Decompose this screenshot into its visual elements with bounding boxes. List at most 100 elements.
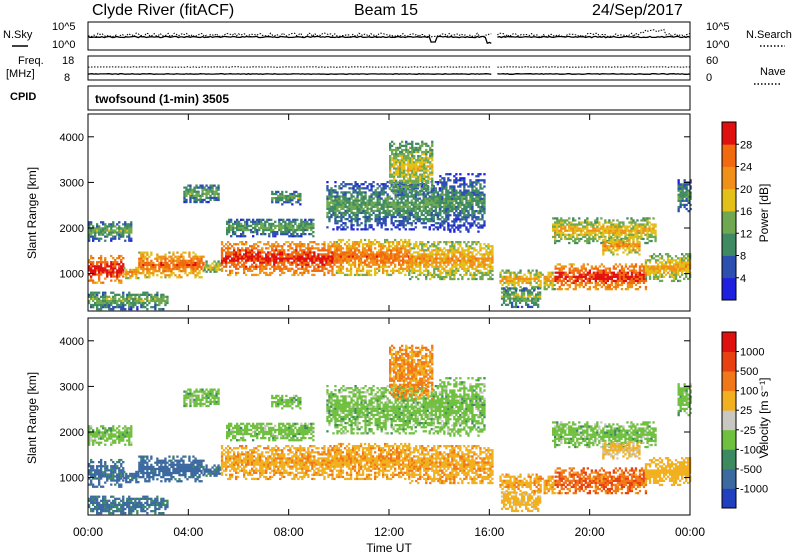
- power-cell: [433, 269, 436, 272]
- power-cell: [138, 259, 141, 262]
- power-cell: [344, 222, 347, 225]
- power-cell: [332, 189, 335, 192]
- power-cell: [384, 205, 387, 208]
- power-cell: [234, 222, 237, 226]
- power-cell: [412, 209, 415, 213]
- power-cell: [350, 220, 353, 223]
- power-cell: [634, 279, 638, 283]
- power-cell: [336, 226, 339, 229]
- power-cell: [453, 205, 456, 209]
- power-cell: [445, 181, 448, 184]
- power-cell: [253, 267, 256, 270]
- power-cell: [395, 146, 398, 150]
- power-cell: [606, 267, 610, 270]
- power-cell: [180, 276, 183, 279]
- power-cell: [630, 269, 634, 272]
- power-cell: [366, 185, 369, 188]
- power-cell: [394, 257, 397, 260]
- power-cell: [421, 153, 424, 156]
- power-cell: [349, 271, 353, 275]
- power-cell: [114, 261, 117, 264]
- power-cell: [354, 197, 357, 200]
- power-cell: [439, 226, 442, 229]
- power-cell: [430, 209, 433, 213]
- power-cell: [435, 259, 438, 262]
- power-cell: [685, 269, 688, 272]
- power-cell: [451, 205, 454, 209]
- power-cell: [483, 273, 486, 277]
- power-cell: [632, 281, 636, 285]
- power-cell: [596, 288, 600, 291]
- power-cell: [487, 253, 490, 256]
- power-cell: [267, 241, 270, 244]
- power-cell: [455, 181, 458, 184]
- power-cell: [624, 265, 628, 268]
- power-cell: [330, 189, 333, 192]
- power-cell: [183, 196, 186, 200]
- power-cell: [356, 191, 359, 194]
- power-cell: [432, 201, 435, 204]
- power-cell: [148, 267, 151, 271]
- power-cell: [307, 255, 310, 258]
- power-cell: [679, 275, 682, 278]
- power-cell: [367, 241, 371, 244]
- power-cell: [338, 201, 341, 204]
- power-cell: [404, 259, 407, 262]
- power-scatter: [88, 140, 692, 311]
- power-cell: [404, 195, 407, 198]
- power-cell: [215, 192, 218, 195]
- power-cell: [364, 220, 367, 223]
- power-cell: [457, 269, 460, 272]
- power-cell: [201, 188, 204, 191]
- power-cell: [220, 247, 224, 250]
- power-cell: [533, 277, 536, 280]
- power-cell: [436, 191, 440, 194]
- power-cell: [604, 279, 608, 283]
- power-cell: [384, 228, 387, 231]
- power-cell: [236, 226, 239, 230]
- power-cell: [459, 230, 462, 233]
- power-cell: [313, 251, 316, 254]
- power-cell: [670, 275, 674, 278]
- power-cell: [630, 283, 634, 287]
- power-cell: [420, 183, 423, 186]
- power-cell: [473, 261, 476, 264]
- power-cell: [413, 161, 416, 164]
- power-cell: [455, 226, 458, 229]
- power-cell: [405, 157, 408, 160]
- power-cell: [414, 195, 417, 198]
- power-cell: [415, 179, 418, 182]
- power-cell: [416, 205, 419, 208]
- power-cell: [233, 257, 236, 260]
- power-cell: [287, 267, 290, 270]
- power-cell: [453, 222, 456, 225]
- power-cell: [405, 181, 408, 184]
- power-cell: [251, 247, 254, 250]
- power-cell: [406, 251, 409, 254]
- power-cell: [299, 247, 302, 250]
- power-cell: [307, 249, 310, 252]
- power-cell: [608, 271, 612, 274]
- power-cell: [424, 205, 427, 208]
- power-cell: [354, 191, 357, 194]
- power-cell: [604, 269, 608, 272]
- power-cell: [245, 273, 248, 277]
- power-cell: [293, 243, 296, 246]
- power-cell: [648, 273, 652, 276]
- power-cell: [463, 263, 466, 266]
- power-cell: [471, 267, 474, 270]
- power-cell: [225, 263, 228, 266]
- power-cell: [106, 227, 109, 230]
- power-cell: [459, 203, 462, 207]
- power-cell: [435, 251, 438, 254]
- power-cell: [219, 268, 222, 271]
- power-cell: [259, 269, 262, 272]
- power-cell: [436, 195, 440, 198]
- power-cell: [345, 259, 349, 262]
- power-cell: [658, 269, 662, 272]
- power-cell: [411, 165, 414, 168]
- power-cell: [411, 261, 414, 264]
- power-cell: [422, 222, 425, 225]
- power-cell: [185, 186, 188, 189]
- power-cell: [380, 224, 383, 227]
